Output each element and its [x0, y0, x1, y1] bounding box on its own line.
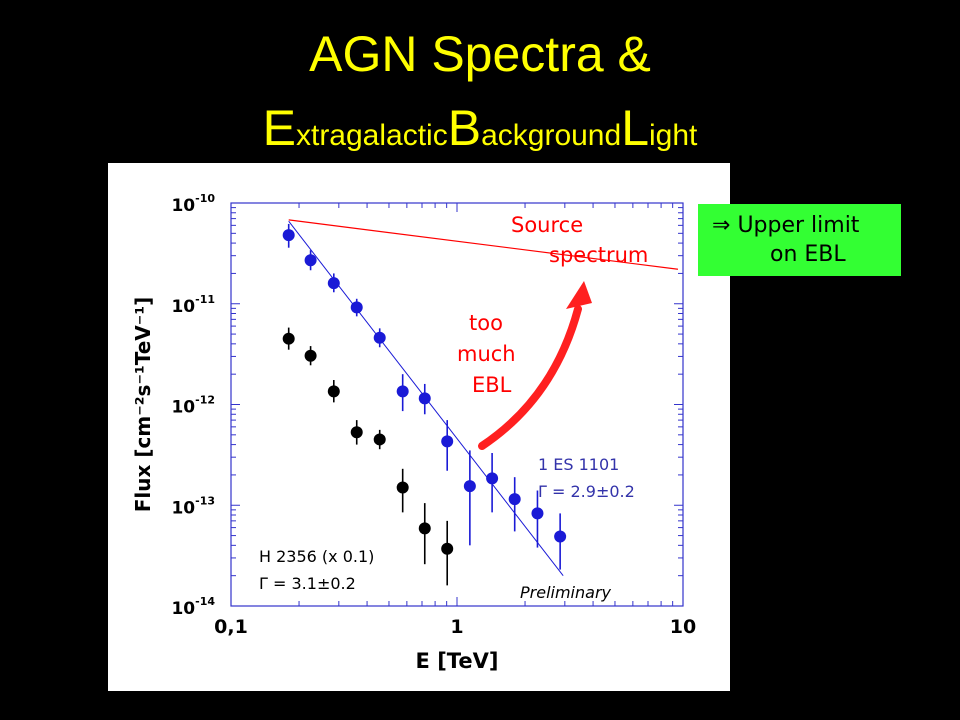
title-part-0: E	[262, 100, 296, 156]
on-ebl-text: on EBL	[770, 242, 846, 267]
y-tick-label: 10-12	[171, 394, 215, 418]
es1101-data-point	[418, 392, 431, 405]
es1101-data-point	[350, 301, 363, 314]
es1101-data-point	[531, 507, 544, 520]
es1101-data-point	[486, 472, 499, 485]
y-axis-label: Flux [cm⁻²s⁻¹TeV⁻¹]	[131, 297, 155, 512]
source-spectrum-line	[288, 219, 679, 270]
y-tick-label: 10-11	[171, 293, 215, 317]
es1101-name-label: 1 ES 1101	[538, 455, 619, 474]
chart-panel: 0,1 1 10 10-10 10-11 10-12 10-13 10-14 E [TeV] Fl…	[108, 163, 730, 691]
es1101-index-label: Γ = 2.9±0.2	[538, 482, 635, 501]
spectra-chart: 0,1 1 10 10-10 10-11 10-12 10-13 10-14 E [TeV] Fl…	[131, 192, 696, 673]
h2356-data-point	[373, 433, 386, 446]
h2356-data-point	[441, 542, 454, 555]
ebl-label-3: EBL	[472, 373, 512, 397]
es1101-data-point	[463, 480, 476, 493]
h2356-index-label: Γ = 3.1±0.2	[259, 574, 356, 593]
ebl-arrow-shaft	[478, 305, 582, 450]
double-arrow-icon: ⇒	[712, 213, 731, 238]
h2356-name-label: H 2356 (x 0.1)	[259, 547, 374, 566]
es1101-data-point	[396, 385, 409, 398]
title-part-2: B	[447, 100, 482, 156]
es1101-data-point	[282, 229, 295, 242]
es1101-data-point	[327, 277, 340, 290]
h2356-data-point	[350, 426, 363, 439]
es1101-data-point	[554, 530, 567, 543]
ebl-label-2: much	[457, 342, 516, 366]
title-part-1: xtragalactic	[295, 119, 448, 152]
es1101-data-point	[304, 254, 317, 267]
ebl-label-1: too	[469, 311, 503, 335]
x-tick-label: 0,1	[214, 616, 248, 638]
upper-limit-text: Upper limit	[737, 213, 860, 238]
h2356-data-point	[304, 349, 317, 362]
h2356-data-point	[327, 385, 340, 398]
y-tick-label: 10-14	[171, 595, 215, 619]
es1101-data-point	[441, 435, 454, 448]
h2356-data-point	[282, 332, 295, 345]
h2356-data-point	[418, 522, 431, 535]
upper-limit-box: ⇒ Upper limit on EBL	[698, 204, 901, 276]
title-part-3: ackground	[481, 119, 622, 152]
y-tick-label: 10-10	[171, 192, 215, 216]
title-part-4: L	[621, 100, 649, 156]
es1101-data-point	[508, 493, 521, 506]
es1101-data-point	[373, 331, 386, 344]
x-tick-label: 10	[670, 616, 696, 638]
source-label-2: spectrum	[549, 243, 648, 267]
preliminary-label: Preliminary	[520, 583, 612, 602]
x-axis-label: E [TeV]	[416, 649, 499, 673]
title-line-2: ExtragalacticBackgroundLight	[0, 100, 960, 169]
title-part-5: ight	[649, 119, 698, 152]
h2356-data-point	[396, 481, 409, 494]
y-tick-label: 10-13	[171, 494, 215, 518]
title-line-1: AGN Spectra &	[309, 26, 651, 82]
source-label-1: Source	[511, 213, 583, 237]
ebl-arrow-head	[566, 281, 592, 309]
x-tick-label: 1	[450, 616, 463, 638]
